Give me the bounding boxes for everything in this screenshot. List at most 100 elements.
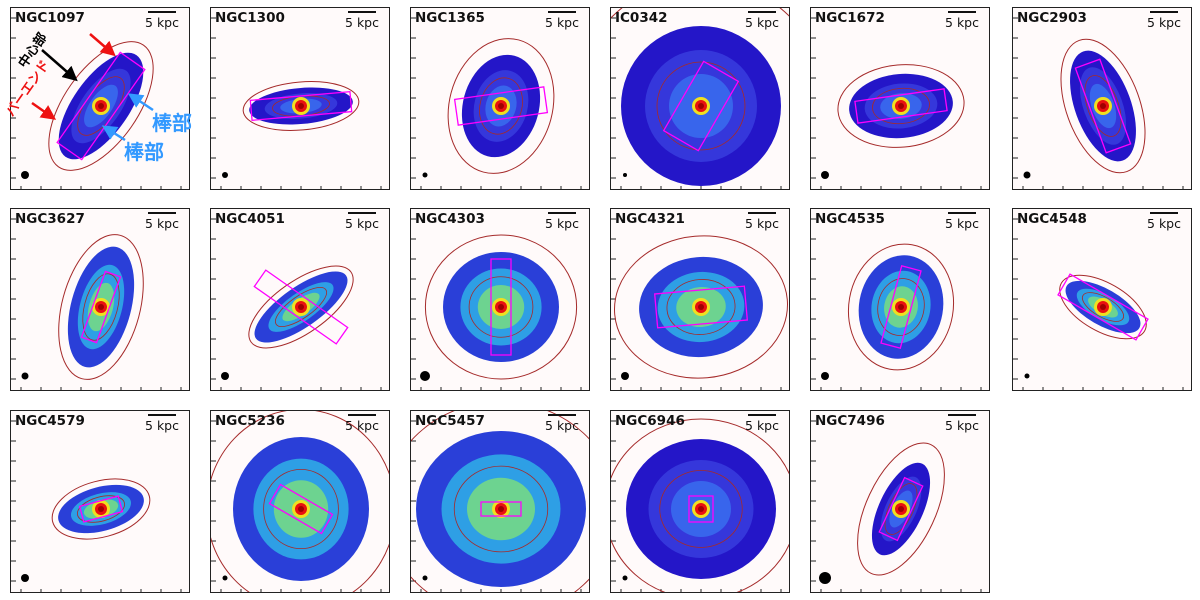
scale-bar: 5 kpc — [145, 212, 179, 231]
galaxy-panel: NGC4548 5 kpc — [1012, 208, 1192, 391]
bar-end-arrow — [89, 33, 116, 57]
galaxy-name: NGC4579 — [15, 413, 85, 429]
outer-contour — [1059, 274, 1147, 340]
bar-region-box — [878, 476, 924, 542]
galaxy-panel: NGC3627 5 kpc — [10, 208, 190, 391]
beam-size — [821, 372, 829, 380]
outer-contour — [51, 478, 151, 540]
bar-region-box — [880, 264, 922, 350]
galaxy-panel: NGC2903 5 kpc — [1012, 7, 1192, 190]
inner-contour — [263, 469, 339, 549]
inner-contour — [666, 279, 736, 335]
beam-size — [420, 371, 430, 381]
scale-bar: 5 kpc — [145, 11, 179, 30]
bar-region-box — [1057, 273, 1149, 341]
galaxy-panel: NGC4535 5 kpc — [810, 208, 990, 391]
galaxy-panel: NGC1097 5 kpc — [10, 7, 190, 190]
center-arrow — [41, 49, 78, 82]
beam-size — [221, 372, 229, 380]
bar-label: 棒部 — [152, 111, 192, 135]
galaxy-map — [611, 418, 789, 592]
inner-contour — [1084, 75, 1122, 137]
bar-region-box — [854, 88, 948, 124]
beam-size — [623, 173, 627, 177]
galaxy-map — [11, 17, 182, 189]
annotation-arrows — [31, 33, 154, 142]
scale-label: 5 kpc — [145, 215, 179, 231]
scale-label: 5 kpc — [545, 14, 579, 30]
scale-bar: 5 kpc — [1147, 212, 1181, 231]
beam-size — [21, 574, 29, 582]
beam-size — [821, 171, 829, 179]
galaxy-name: NGC7496 — [815, 413, 885, 429]
scale-bar: 5 kpc — [745, 212, 779, 231]
galaxy-name: NGC5457 — [415, 413, 485, 429]
galaxy-name: IC0342 — [615, 10, 668, 26]
inner-contour — [659, 470, 743, 548]
beam-size — [1023, 171, 1031, 179]
inner-contour — [82, 273, 120, 341]
galaxy-name: NGC1300 — [215, 10, 285, 26]
inner-contour — [468, 276, 534, 338]
galaxy-name: NGC4051 — [215, 211, 285, 227]
galaxy-map — [811, 17, 982, 189]
galaxy-map — [411, 17, 582, 189]
galaxy-panel: NGC4303 5 kpc — [410, 208, 590, 391]
bar-arrow — [127, 93, 154, 112]
beam-size — [21, 372, 29, 380]
scale-bar: 5 kpc — [345, 414, 379, 433]
scale-label: 5 kpc — [945, 215, 979, 231]
outer-contour — [837, 64, 965, 148]
galaxy-panel: NGC5236 5 kpc — [210, 410, 390, 593]
galaxy-panel: NGC5457 5 kpc — [410, 410, 590, 593]
galaxy-panel: NGC4051 5 kpc — [210, 208, 390, 391]
scale-bar: 5 kpc — [345, 11, 379, 30]
outer-contour — [48, 41, 154, 171]
scale-label: 5 kpc — [945, 14, 979, 30]
galaxy-map — [211, 218, 382, 390]
outer-contour — [1060, 38, 1146, 174]
scale-bar: 5 kpc — [145, 414, 179, 433]
bar-region-box — [490, 258, 512, 356]
inner-contour — [479, 77, 523, 135]
bar-arrow — [101, 125, 126, 142]
inner-contour — [656, 61, 746, 151]
bar-region-box — [480, 501, 522, 517]
scale-bar: 5 kpc — [1147, 11, 1181, 30]
scale-label: 5 kpc — [745, 14, 779, 30]
bar-region-box — [249, 90, 353, 122]
scale-label: 5 kpc — [745, 215, 779, 231]
scale-label: 5 kpc — [545, 417, 579, 433]
scale-label: 5 kpc — [145, 417, 179, 433]
inner-contour — [453, 465, 549, 553]
outer-contour — [614, 235, 788, 379]
beam-size — [819, 572, 831, 584]
scale-label: 5 kpc — [1147, 215, 1181, 231]
scale-bar: 5 kpc — [545, 414, 579, 433]
galaxy-name: NGC1365 — [415, 10, 485, 26]
bar-region-box — [268, 483, 334, 535]
scale-bar: 5 kpc — [745, 11, 779, 30]
bar-region-box — [453, 86, 549, 126]
scale-bar: 5 kpc — [745, 414, 779, 433]
galaxy-map — [411, 411, 589, 592]
galaxy-map — [1013, 218, 1184, 390]
galaxy-name: NGC2903 — [1017, 10, 1087, 26]
galaxy-panel: IC0342 5 kpc — [610, 7, 790, 190]
scale-label: 5 kpc — [345, 215, 379, 231]
bar-region-box — [253, 269, 349, 345]
outer-contour — [248, 265, 354, 349]
galaxy-panel: NGC1300 5 kpc — [210, 7, 390, 190]
bar-end-arrow — [31, 101, 57, 120]
outer-contour — [857, 442, 945, 576]
scale-bar: 5 kpc — [345, 212, 379, 231]
galaxy-map — [211, 411, 389, 592]
galaxy-panel: NGC7496 5 kpc — [810, 410, 990, 593]
beam-size — [622, 575, 628, 581]
scale-label: 5 kpc — [145, 14, 179, 30]
galaxy-panel: NGC4579 5 kpc — [10, 410, 190, 593]
galaxy-panel: NGC6946 5 kpc — [610, 410, 790, 593]
beam-size — [621, 372, 629, 380]
inner-contour — [1081, 292, 1125, 322]
inner-contour — [872, 87, 930, 125]
